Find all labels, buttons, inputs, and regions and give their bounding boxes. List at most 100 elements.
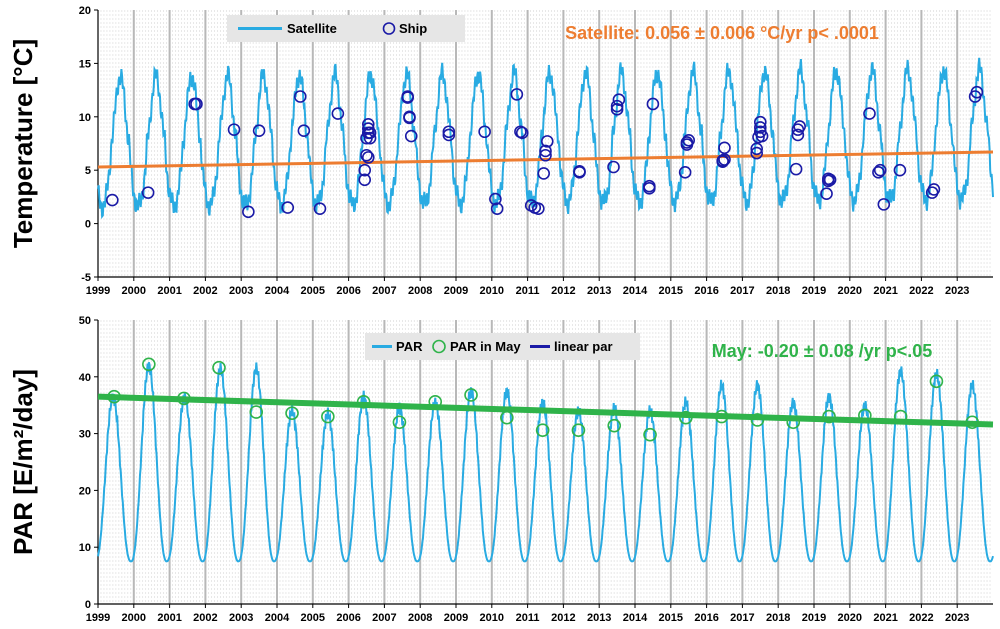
x-tick-label: 2008 (408, 612, 432, 624)
x-tick-label: 2001 (157, 285, 181, 297)
x-tick-label: 2007 (372, 612, 396, 624)
x-tick-label: 2005 (301, 612, 325, 624)
may-point (428, 394, 443, 409)
x-tick-label: 2014 (623, 612, 648, 624)
x-tick-label: 2018 (766, 612, 790, 624)
trend-annotation: Satellite: 0.056 ± 0.006 °C/yr p< .0001 (565, 23, 879, 43)
x-tick-label: 2006 (336, 285, 360, 297)
may-point (464, 388, 478, 402)
x-tick-label: 2001 (157, 612, 181, 624)
ship-point (360, 148, 373, 162)
x-tick-label: 1999 (86, 612, 110, 624)
ship-point (404, 129, 418, 143)
ship-point (789, 162, 803, 176)
ship-point (753, 121, 767, 134)
may-point (786, 415, 801, 430)
ship-point (358, 163, 372, 177)
may-point (500, 410, 514, 425)
x-tick-label: 2018 (766, 285, 790, 297)
ship-point (537, 167, 551, 180)
ship-point (252, 124, 266, 137)
ship-point (361, 151, 375, 164)
x-tick-label: 2005 (301, 285, 325, 297)
ship-point (403, 110, 416, 124)
ship-point (682, 133, 696, 147)
may-point (750, 413, 765, 427)
x-tick-label: 2021 (873, 285, 897, 297)
ship-point (750, 146, 764, 160)
ship-point (490, 202, 504, 215)
ship-point (791, 128, 805, 142)
y-tick-label: 40 (79, 372, 91, 384)
y-tick-label: 10 (79, 112, 91, 124)
ship-point (573, 164, 586, 178)
may-point (212, 360, 226, 375)
ship-point (863, 107, 876, 120)
ship-point (442, 128, 456, 142)
x-tick-label: 2013 (587, 285, 611, 297)
x-tick-label: 2019 (802, 612, 826, 624)
x-tick-label: 2012 (551, 612, 575, 624)
ship-point (532, 202, 545, 215)
ship-point (106, 193, 119, 207)
ship-point (877, 198, 891, 211)
ship-point (750, 142, 764, 156)
ship-point (540, 135, 554, 148)
ship-point (873, 163, 887, 177)
x-tick-label: 2016 (694, 285, 718, 297)
legend-linear-label: linear par (554, 339, 613, 354)
x-tick-label: 2011 (516, 612, 540, 624)
y-tick-label: 0 (85, 599, 91, 611)
x-tick-label: 2000 (122, 612, 146, 624)
legend-ship-swatch (382, 22, 396, 35)
may-point (679, 410, 693, 425)
satellite-trend-line (97, 150, 994, 169)
x-tick-label: 2012 (551, 285, 575, 297)
y-tick-label: 15 (79, 58, 91, 70)
ship-point (753, 115, 767, 129)
y-tick-label: 0 (85, 219, 91, 231)
ship-point (539, 148, 552, 162)
ship-point (680, 136, 694, 149)
x-tick-label: 2004 (265, 285, 290, 297)
x-tick-label: 2020 (838, 612, 862, 624)
x-tick-label: 2010 (480, 612, 504, 624)
trend-annotation: May: -0.20 ± 0.08 /yr p<.05 (712, 341, 933, 361)
ship-point (646, 97, 660, 111)
ship-point (281, 201, 295, 214)
may-point (822, 409, 836, 424)
may-point (177, 391, 191, 406)
legend: PAR PAR in May linear par (365, 333, 640, 360)
may-point (356, 394, 371, 409)
x-tick-label: 2022 (909, 285, 933, 297)
ship-point (927, 183, 941, 196)
ship-point (227, 123, 241, 136)
may-point (858, 408, 872, 423)
x-tick-label: 2015 (659, 612, 683, 624)
ship-point (893, 163, 907, 177)
x-tick-label: 2014 (623, 285, 648, 297)
x-tick-label: 2007 (372, 285, 396, 297)
legend-ship-label: Ship (399, 21, 427, 36)
x-tick-label: 2013 (587, 612, 611, 624)
ship-point (718, 141, 731, 155)
x-tick-label: 2011 (516, 285, 540, 297)
may-point (965, 415, 980, 430)
legend: Satellite Ship (227, 15, 465, 42)
y-tick-label: 10 (79, 542, 91, 554)
ship-point (361, 117, 375, 131)
may-point (643, 427, 657, 442)
ship-point (610, 99, 624, 113)
y-tick-label: 20 (79, 485, 91, 497)
legend-satellite-label: Satellite (287, 21, 337, 36)
x-tick-label: 2003 (229, 285, 253, 297)
ship-point (793, 120, 806, 133)
ship-point (358, 173, 372, 187)
ship-point (401, 90, 414, 103)
ship-point (293, 90, 307, 103)
x-tick-label: 2020 (838, 285, 862, 297)
x-tick-label: 2009 (444, 612, 468, 624)
y-axis-label: PAR [E/m²/day] (8, 369, 38, 555)
x-tick-label: 1999 (86, 285, 110, 297)
